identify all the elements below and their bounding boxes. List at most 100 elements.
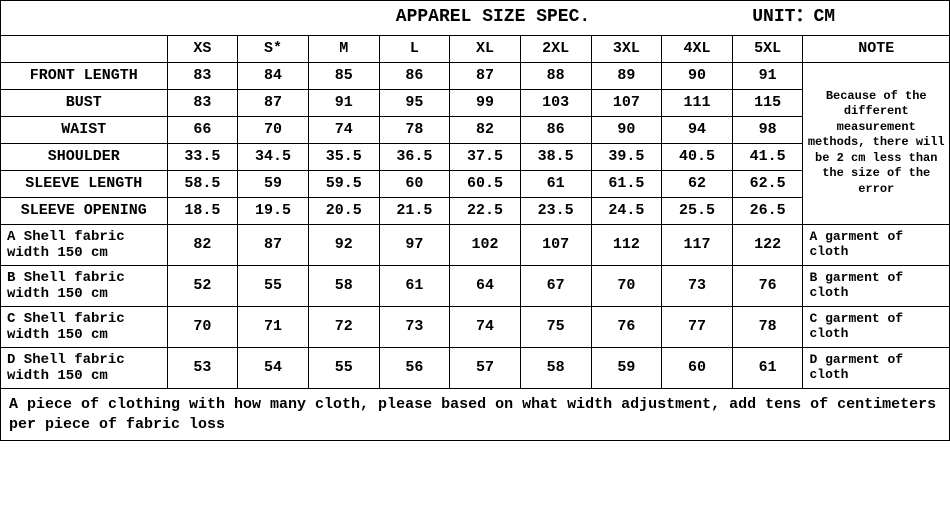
cell: 54 [238, 348, 309, 389]
size-header: M [308, 35, 379, 62]
cell: 107 [520, 224, 591, 265]
fabric-row: B Shell fabric width 150 cm 52 55 58 61 … [1, 265, 950, 306]
cell: 99 [450, 89, 521, 116]
cell: 73 [379, 306, 450, 347]
cell: 117 [662, 224, 733, 265]
cell: 58 [520, 348, 591, 389]
cell: 90 [591, 116, 662, 143]
cell: 67 [520, 265, 591, 306]
cell: 58.5 [167, 170, 238, 197]
size-chart-container: APPAREL SIZE SPEC. UNIT：CM XS S* M L XL … [0, 0, 950, 441]
cell: 64 [450, 265, 521, 306]
cell: 103 [520, 89, 591, 116]
cell: 83 [167, 62, 238, 89]
cell: 73 [662, 265, 733, 306]
cell: 19.5 [238, 197, 309, 224]
cell: 38.5 [520, 143, 591, 170]
cell: 74 [308, 116, 379, 143]
size-header: XL [450, 35, 521, 62]
row-label: SLEEVE LENGTH [1, 170, 168, 197]
cell: 74 [450, 306, 521, 347]
cell: 97 [379, 224, 450, 265]
title-right: UNIT：CM [752, 7, 835, 27]
cell: 41.5 [732, 143, 803, 170]
cell: 23.5 [520, 197, 591, 224]
size-header: 2XL [520, 35, 591, 62]
footer-row: A piece of clothing with how many cloth,… [1, 389, 950, 441]
size-header: L [379, 35, 450, 62]
cell: 83 [167, 89, 238, 116]
cell: 78 [732, 306, 803, 347]
cell: 26.5 [732, 197, 803, 224]
cell: 34.5 [238, 143, 309, 170]
cell: 60 [379, 170, 450, 197]
size-header: 4XL [662, 35, 733, 62]
cell: 53 [167, 348, 238, 389]
cell: 115 [732, 89, 803, 116]
cell: 70 [238, 116, 309, 143]
chart-title: APPAREL SIZE SPEC. UNIT：CM [1, 1, 950, 36]
cell: 59.5 [308, 170, 379, 197]
cell: 98 [732, 116, 803, 143]
row-label: FRONT LENGTH [1, 62, 168, 89]
cell: 87 [238, 224, 309, 265]
size-header: 5XL [732, 35, 803, 62]
cell: 87 [238, 89, 309, 116]
cell: 82 [167, 224, 238, 265]
cell: 62 [662, 170, 733, 197]
cell: 40.5 [662, 143, 733, 170]
cell: 86 [520, 116, 591, 143]
cell: 82 [450, 116, 521, 143]
cell: 78 [379, 116, 450, 143]
fabric-note: B garment of cloth [803, 265, 950, 306]
cell: 52 [167, 265, 238, 306]
header-blank [1, 35, 168, 62]
fabric-note: C garment of cloth [803, 306, 950, 347]
cell: 22.5 [450, 197, 521, 224]
fabric-label: C Shell fabric width 150 cm [1, 306, 168, 347]
title-left: APPAREL SIZE SPEC. [396, 7, 590, 27]
cell: 88 [520, 62, 591, 89]
cell: 25.5 [662, 197, 733, 224]
note-header: NOTE [803, 35, 950, 62]
note-body: Because of the different measurement met… [803, 62, 950, 224]
cell: 107 [591, 89, 662, 116]
cell: 87 [450, 62, 521, 89]
fabric-note: D garment of cloth [803, 348, 950, 389]
fabric-row: D Shell fabric width 150 cm 53 54 55 56 … [1, 348, 950, 389]
cell: 122 [732, 224, 803, 265]
cell: 91 [732, 62, 803, 89]
cell: 84 [238, 62, 309, 89]
cell: 61 [520, 170, 591, 197]
row-label: BUST [1, 89, 168, 116]
cell: 76 [732, 265, 803, 306]
cell: 102 [450, 224, 521, 265]
cell: 91 [308, 89, 379, 116]
table-row: FRONT LENGTH 83 84 85 86 87 88 89 90 91 … [1, 62, 950, 89]
cell: 90 [662, 62, 733, 89]
cell: 62.5 [732, 170, 803, 197]
cell: 20.5 [308, 197, 379, 224]
size-header: S* [238, 35, 309, 62]
size-chart-table: APPAREL SIZE SPEC. UNIT：CM XS S* M L XL … [0, 0, 950, 441]
cell: 37.5 [450, 143, 521, 170]
cell: 58 [308, 265, 379, 306]
cell: 55 [238, 265, 309, 306]
footer-note: A piece of clothing with how many cloth,… [1, 389, 950, 441]
cell: 61 [732, 348, 803, 389]
cell: 39.5 [591, 143, 662, 170]
cell: 36.5 [379, 143, 450, 170]
cell: 60 [662, 348, 733, 389]
cell: 85 [308, 62, 379, 89]
cell: 94 [662, 116, 733, 143]
title-row: APPAREL SIZE SPEC. UNIT：CM [1, 1, 950, 36]
row-label: WAIST [1, 116, 168, 143]
row-label: SHOULDER [1, 143, 168, 170]
cell: 35.5 [308, 143, 379, 170]
cell: 21.5 [379, 197, 450, 224]
cell: 61.5 [591, 170, 662, 197]
cell: 33.5 [167, 143, 238, 170]
cell: 55 [308, 348, 379, 389]
header-row: XS S* M L XL 2XL 3XL 4XL 5XL NOTE [1, 35, 950, 62]
cell: 66 [167, 116, 238, 143]
